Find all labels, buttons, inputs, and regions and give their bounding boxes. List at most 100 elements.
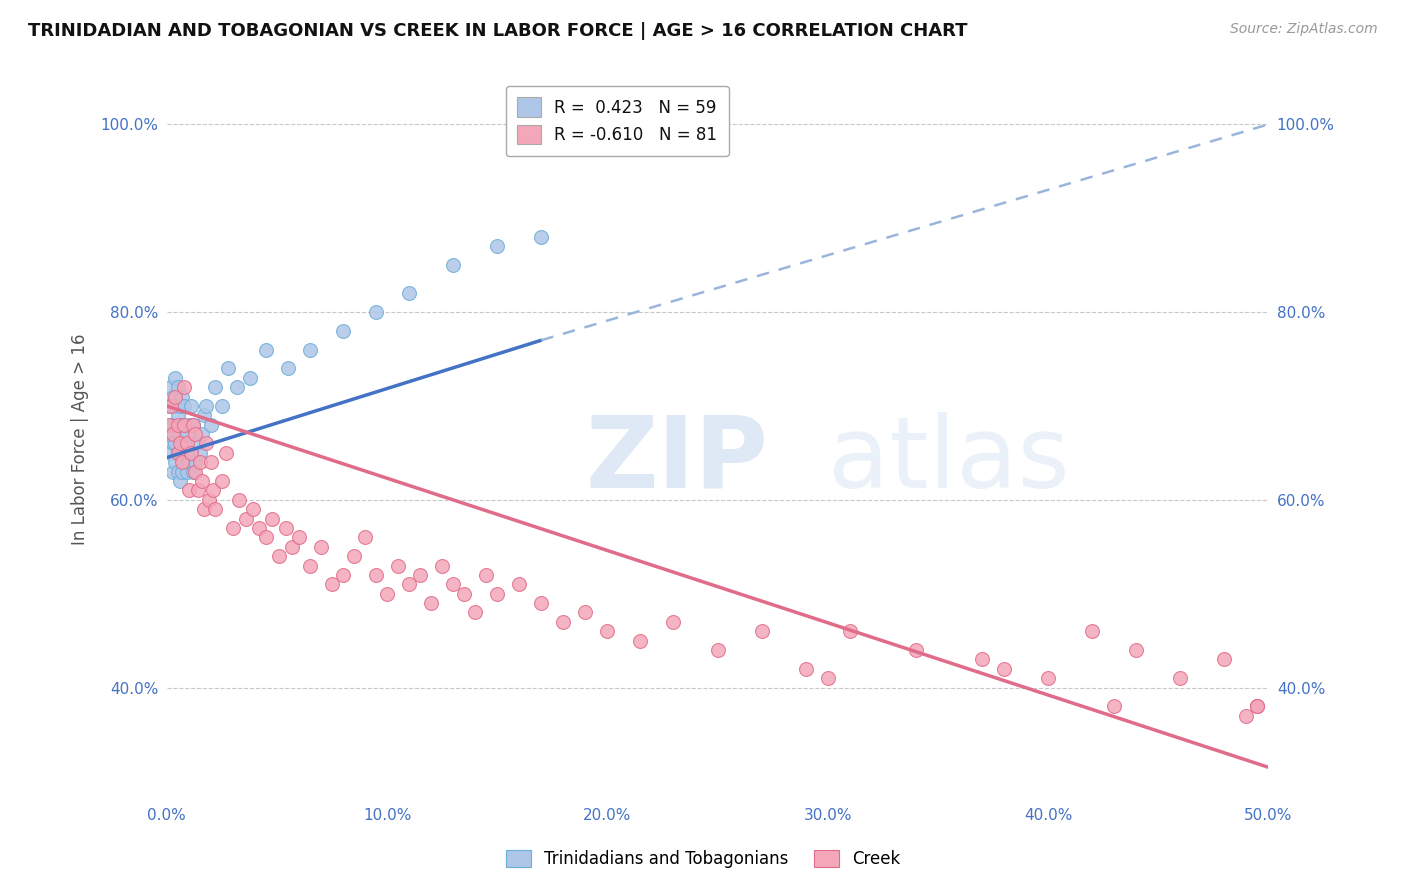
Point xyxy=(281,540,304,554)
Point xyxy=(239,371,262,385)
Point xyxy=(160,380,183,394)
Point xyxy=(1102,699,1125,714)
Point xyxy=(486,239,509,253)
Point xyxy=(420,596,443,610)
Point xyxy=(254,530,277,544)
Point xyxy=(169,436,191,450)
Point xyxy=(993,662,1015,676)
Point xyxy=(173,417,195,432)
Point xyxy=(298,343,321,357)
Point xyxy=(375,587,398,601)
Point xyxy=(184,427,207,442)
Point xyxy=(706,643,728,657)
Point xyxy=(1213,652,1236,666)
Point xyxy=(172,455,194,469)
Point xyxy=(204,502,226,516)
Point xyxy=(1036,671,1059,685)
Point xyxy=(172,417,194,432)
Point xyxy=(169,427,191,442)
Point xyxy=(277,361,299,376)
Point xyxy=(387,558,409,573)
Point xyxy=(169,474,191,488)
Point xyxy=(364,567,387,582)
Point xyxy=(430,558,453,573)
Point xyxy=(184,465,207,479)
Point xyxy=(165,371,187,385)
Point xyxy=(166,446,188,460)
Point xyxy=(970,652,993,666)
Point xyxy=(162,417,184,432)
Point xyxy=(486,587,509,601)
Point xyxy=(186,436,208,450)
Point xyxy=(172,446,194,460)
Point xyxy=(274,521,297,535)
Point xyxy=(262,511,284,525)
Point xyxy=(398,577,420,591)
Point xyxy=(201,483,224,498)
Point xyxy=(195,436,218,450)
Point xyxy=(180,446,202,460)
Point xyxy=(157,427,180,442)
Text: atlas: atlas xyxy=(828,412,1070,509)
Point xyxy=(166,427,188,442)
Point xyxy=(1246,699,1268,714)
Point xyxy=(409,567,432,582)
Point xyxy=(162,465,184,479)
Point xyxy=(180,446,202,460)
Point xyxy=(160,446,183,460)
Text: TRINIDADIAN AND TOBAGONIAN VS CREEK IN LABOR FORCE | AGE > 16 CORRELATION CHART: TRINIDADIAN AND TOBAGONIAN VS CREEK IN L… xyxy=(28,22,967,40)
Point xyxy=(195,399,218,413)
Point xyxy=(188,446,211,460)
Point xyxy=(165,390,187,404)
Point xyxy=(1234,708,1257,723)
Point xyxy=(267,549,290,563)
Point xyxy=(1168,671,1191,685)
Point xyxy=(226,380,249,394)
Point xyxy=(530,230,553,244)
Point xyxy=(162,436,184,450)
Point xyxy=(343,549,366,563)
Point xyxy=(197,492,219,507)
Point xyxy=(288,530,311,544)
Point xyxy=(441,258,464,272)
Point xyxy=(215,446,238,460)
Point xyxy=(184,455,207,469)
Point xyxy=(166,465,188,479)
Point xyxy=(188,455,211,469)
Point xyxy=(332,567,354,582)
Point xyxy=(165,399,187,413)
Point xyxy=(475,567,498,582)
Point xyxy=(441,577,464,591)
Point xyxy=(181,417,204,432)
Point xyxy=(530,596,553,610)
Point xyxy=(186,483,208,498)
Point xyxy=(332,324,354,338)
Point xyxy=(193,502,215,516)
Point xyxy=(228,492,250,507)
Point xyxy=(172,390,194,404)
Point xyxy=(1125,643,1147,657)
Point xyxy=(177,417,200,432)
Point xyxy=(1081,624,1104,639)
Point xyxy=(794,662,817,676)
Point xyxy=(162,390,184,404)
Point xyxy=(160,399,183,413)
Point xyxy=(242,502,264,516)
Point xyxy=(169,399,191,413)
Point xyxy=(166,446,188,460)
Point xyxy=(662,615,685,629)
Point xyxy=(172,465,194,479)
Point xyxy=(173,436,195,450)
Point xyxy=(817,671,839,685)
Point xyxy=(176,465,198,479)
Point xyxy=(596,624,619,639)
Point xyxy=(247,521,270,535)
Point xyxy=(165,417,187,432)
Point xyxy=(553,615,575,629)
Point xyxy=(166,380,188,394)
Point xyxy=(508,577,530,591)
Legend: R =  0.423   N = 59, R = -0.610   N = 81: R = 0.423 N = 59, R = -0.610 N = 81 xyxy=(506,86,728,156)
Point xyxy=(298,558,321,573)
Point xyxy=(211,399,233,413)
Point xyxy=(173,455,195,469)
